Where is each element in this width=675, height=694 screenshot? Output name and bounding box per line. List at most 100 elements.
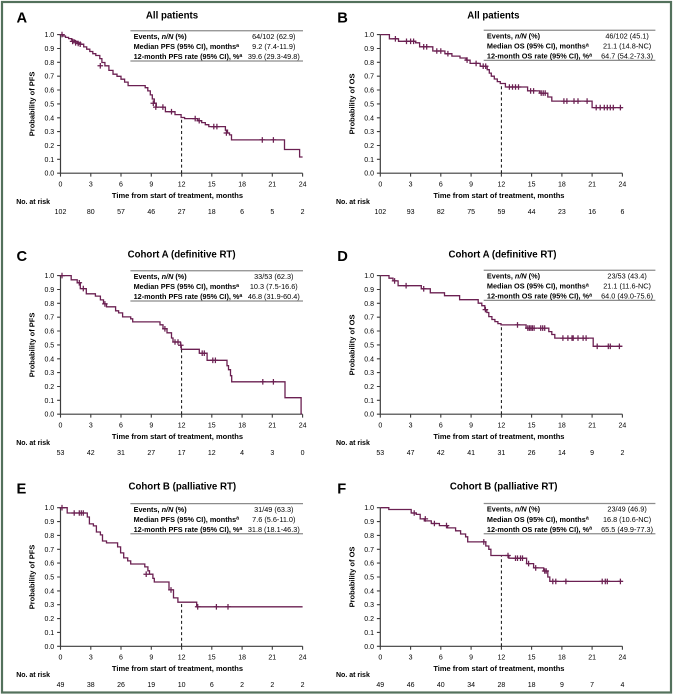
svg-text:3: 3 — [270, 450, 274, 457]
svg-text:Time from start of treatment,: Time from start of treatment, months — [433, 664, 564, 673]
svg-text:21: 21 — [588, 654, 596, 661]
svg-text:3: 3 — [409, 181, 413, 188]
svg-text:12-month OS rate (95% CI), %a: 12-month OS rate (95% CI), %a — [487, 292, 592, 301]
svg-text:1.0: 1.0 — [364, 32, 374, 39]
svg-text:2: 2 — [270, 682, 274, 689]
svg-text:16.8 (10.6-NC): 16.8 (10.6-NC) — [603, 515, 651, 524]
svg-text:0.2: 0.2 — [364, 616, 374, 623]
svg-text:0.6: 0.6 — [364, 329, 374, 336]
svg-text:12-month PFS rate (95% CI), %a: 12-month PFS rate (95% CI), %a — [134, 292, 243, 301]
svg-text:0.7: 0.7 — [44, 547, 54, 554]
svg-text:46/102 (45.1): 46/102 (45.1) — [605, 31, 648, 40]
svg-text:3: 3 — [89, 654, 93, 661]
svg-text:59: 59 — [498, 209, 506, 216]
svg-text:31.8 (18.1-46.3): 31.8 (18.1-46.3) — [248, 525, 300, 534]
svg-text:42: 42 — [437, 450, 445, 457]
svg-text:Cohort A (definitive RT): Cohort A (definitive RT) — [128, 249, 236, 260]
svg-text:Probability of OS: Probability of OS — [348, 547, 357, 608]
svg-text:0.9: 0.9 — [44, 287, 54, 294]
svg-text:B: B — [337, 10, 348, 26]
svg-text:0.6: 0.6 — [364, 88, 374, 95]
svg-text:0.7: 0.7 — [44, 315, 54, 322]
svg-text:Time from start of treatment,: Time from start of treatment, months — [433, 191, 564, 200]
svg-text:0.8: 0.8 — [44, 533, 54, 540]
svg-text:0.7: 0.7 — [364, 315, 374, 322]
svg-text:23: 23 — [558, 209, 566, 216]
svg-text:26: 26 — [117, 682, 125, 689]
svg-text:Events, n/N (%): Events, n/N (%) — [134, 505, 188, 514]
svg-text:24: 24 — [299, 422, 307, 429]
svg-text:31: 31 — [498, 450, 506, 457]
svg-text:12-month PFS rate (95% CI), %a: 12-month PFS rate (95% CI), %a — [134, 52, 243, 61]
svg-text:0: 0 — [59, 654, 63, 661]
svg-text:9.2 (7.4-11.9): 9.2 (7.4-11.9) — [252, 42, 295, 51]
svg-text:No. at risk: No. at risk — [16, 672, 50, 679]
svg-text:2: 2 — [620, 450, 624, 457]
svg-text:Time from start of treatment,: Time from start of treatment, months — [433, 432, 564, 441]
svg-text:12: 12 — [178, 654, 186, 661]
svg-text:0: 0 — [378, 654, 382, 661]
svg-text:6: 6 — [620, 209, 624, 216]
svg-text:9: 9 — [149, 181, 153, 188]
svg-text:Events, n/N (%): Events, n/N (%) — [487, 505, 541, 514]
svg-text:0.5: 0.5 — [364, 101, 374, 108]
svg-text:0.8: 0.8 — [44, 301, 54, 308]
svg-text:18: 18 — [528, 682, 536, 689]
svg-text:1.0: 1.0 — [44, 32, 54, 39]
svg-text:6: 6 — [210, 682, 214, 689]
svg-text:All patients: All patients — [467, 10, 519, 21]
svg-text:0.9: 0.9 — [364, 46, 374, 53]
svg-text:17: 17 — [178, 450, 186, 457]
svg-text:3: 3 — [409, 654, 413, 661]
svg-text:27: 27 — [147, 450, 155, 457]
svg-text:No. at risk: No. at risk — [336, 672, 370, 679]
svg-text:Events, n/N (%): Events, n/N (%) — [134, 32, 188, 41]
svg-text:9: 9 — [590, 450, 594, 457]
svg-text:Events, n/N (%): Events, n/N (%) — [134, 272, 188, 281]
svg-text:No. at risk: No. at risk — [16, 440, 50, 447]
svg-text:18: 18 — [238, 654, 246, 661]
svg-text:27: 27 — [178, 209, 186, 216]
svg-text:31/49 (63.3): 31/49 (63.3) — [254, 505, 293, 514]
svg-text:0.2: 0.2 — [44, 143, 54, 150]
svg-text:12-month OS rate (95% CI), %a: 12-month OS rate (95% CI), %a — [487, 525, 592, 534]
svg-text:0.2: 0.2 — [364, 143, 374, 150]
svg-text:80: 80 — [87, 209, 95, 216]
svg-text:No. at risk: No. at risk — [16, 199, 50, 206]
svg-text:0.6: 0.6 — [44, 561, 54, 568]
svg-text:4: 4 — [620, 682, 624, 689]
svg-text:0.0: 0.0 — [364, 171, 374, 178]
svg-text:102: 102 — [374, 209, 386, 216]
svg-text:0.2: 0.2 — [44, 384, 54, 391]
svg-text:0.0: 0.0 — [364, 412, 374, 419]
svg-text:10: 10 — [178, 682, 186, 689]
svg-text:Median PFS (95% CI), monthsa: Median PFS (95% CI), monthsa — [134, 515, 240, 524]
svg-text:3: 3 — [89, 422, 93, 429]
svg-text:46: 46 — [407, 682, 415, 689]
svg-text:14: 14 — [558, 450, 566, 457]
svg-text:64/102 (62.9): 64/102 (62.9) — [252, 32, 295, 41]
svg-text:1.0: 1.0 — [364, 505, 374, 512]
svg-text:Probability of OS: Probability of OS — [348, 73, 357, 134]
svg-text:2: 2 — [301, 209, 305, 216]
svg-text:0.1: 0.1 — [364, 157, 374, 164]
svg-text:9: 9 — [469, 422, 473, 429]
svg-text:C: C — [17, 249, 28, 265]
svg-text:21: 21 — [588, 422, 596, 429]
svg-text:15: 15 — [208, 181, 216, 188]
svg-text:0.5: 0.5 — [44, 342, 54, 349]
svg-text:Time from start of treatment,: Time from start of treatment, months — [112, 432, 243, 441]
svg-text:0.9: 0.9 — [364, 519, 374, 526]
svg-text:9: 9 — [149, 422, 153, 429]
svg-text:1.0: 1.0 — [44, 505, 54, 512]
svg-text:0.7: 0.7 — [364, 547, 374, 554]
svg-text:7: 7 — [590, 682, 594, 689]
svg-text:6: 6 — [439, 422, 443, 429]
svg-text:12: 12 — [498, 181, 506, 188]
svg-text:21: 21 — [268, 422, 276, 429]
svg-text:15: 15 — [528, 654, 536, 661]
svg-text:Events, n/N (%): Events, n/N (%) — [487, 271, 541, 280]
svg-text:0.6: 0.6 — [44, 329, 54, 336]
svg-text:0.0: 0.0 — [44, 644, 54, 651]
svg-text:64.7 (54.2-73.3): 64.7 (54.2-73.3) — [601, 52, 653, 61]
